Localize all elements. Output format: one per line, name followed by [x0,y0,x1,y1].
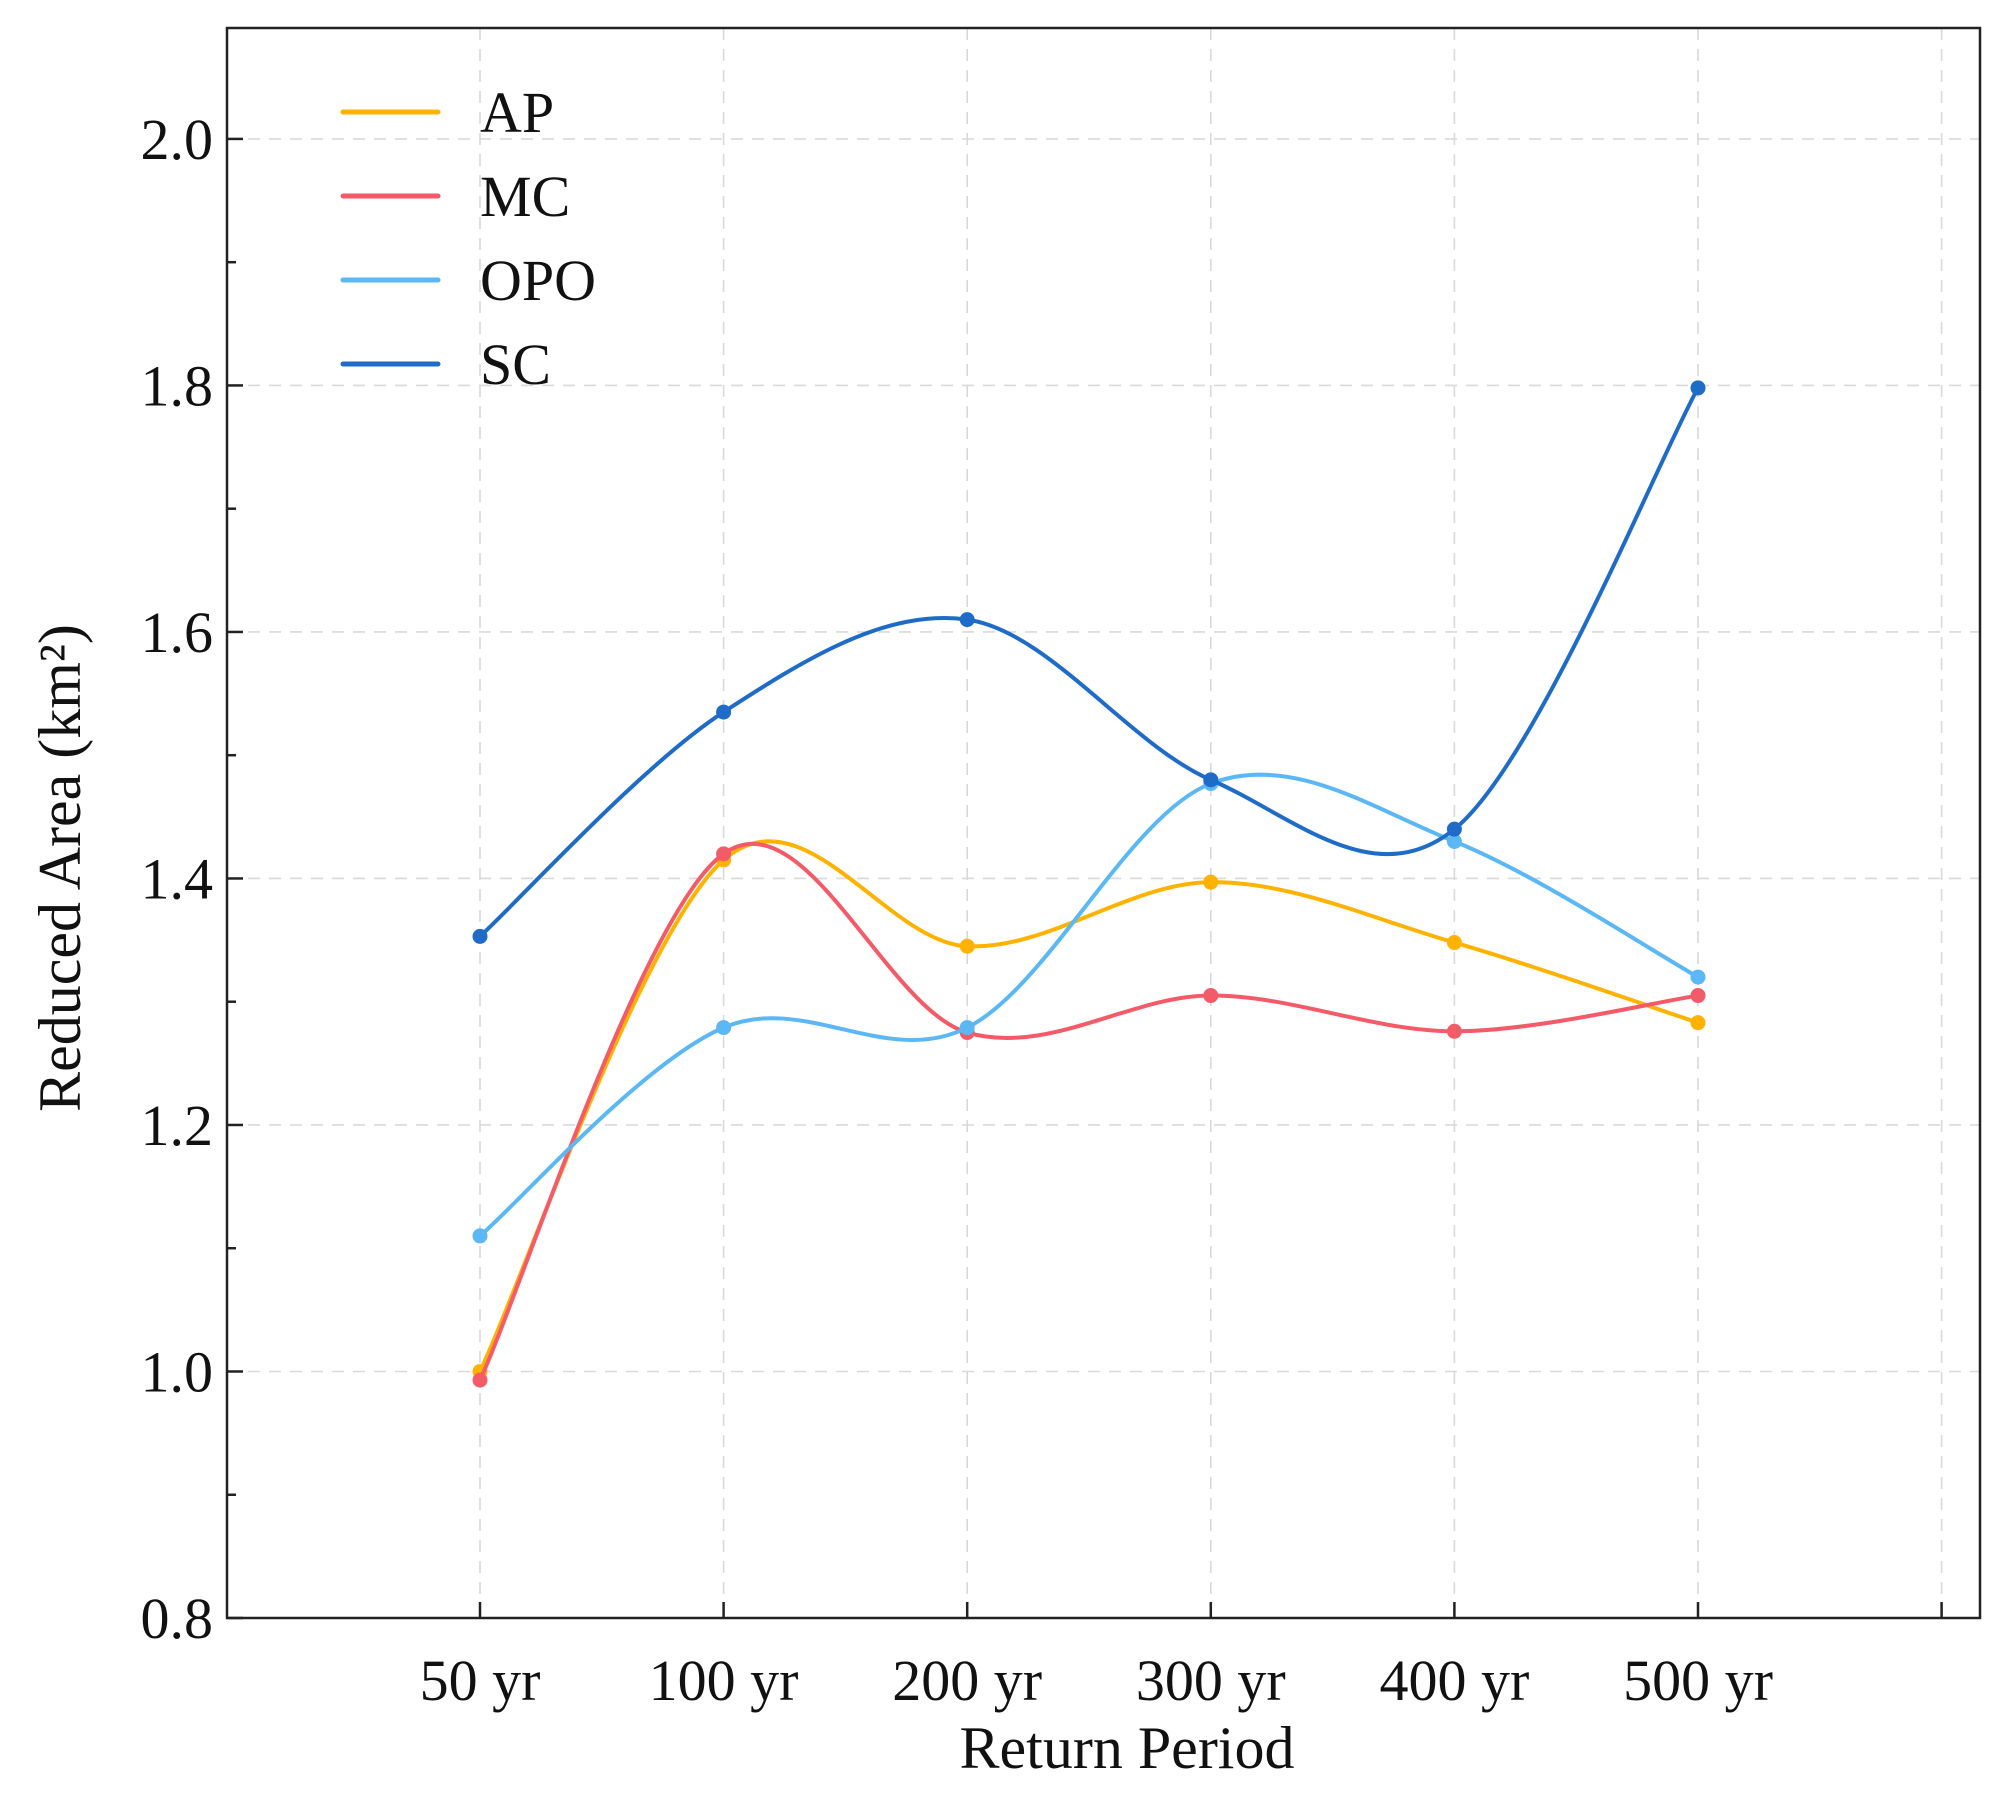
series-group [472,380,1706,1388]
x-tick-label: 100 yr [649,1648,799,1713]
legend-label-mc: MC [480,164,570,229]
data-point-sc [472,928,488,944]
data-point-ap [1446,935,1462,951]
legend: AP MC OPO SC [340,80,596,397]
legend-label-ap: AP [480,80,554,145]
x-tick-label: 500 yr [1623,1648,1773,1713]
data-point-sc [1690,380,1706,396]
y-axis-title: Reduced Area (km²) [27,624,93,1112]
data-point-opo [1690,969,1706,985]
data-point-sc [1446,821,1462,837]
series-opo [472,772,1706,1244]
data-point-ap [959,938,975,954]
x-tick-label: 200 yr [892,1648,1042,1713]
series-sc [472,380,1706,944]
data-point-sc [1203,772,1219,788]
series-ap [472,839,1706,1379]
series-line-mc [478,842,1700,1383]
series-line-sc [478,385,1700,939]
y-tick-label: 1.0 [141,1339,214,1404]
y-tick-label: 0.8 [141,1586,214,1651]
x-tick-label: 50 yr [420,1648,541,1713]
series-line-ap [478,839,1700,1374]
x-axis-title: Return Period [960,1715,1295,1781]
data-point-opo [959,1020,975,1036]
grid [227,28,1980,1618]
legend-label-sc: SC [480,332,551,397]
data-point-mc [472,1372,488,1388]
data-point-mc [1690,988,1706,1004]
data-point-ap [1203,874,1219,890]
x-tick-label: 300 yr [1136,1648,1286,1713]
y-tick-label: 1.2 [141,1093,214,1158]
data-point-mc [716,846,732,862]
data-point-mc [1446,1023,1462,1039]
series-line-opo [478,772,1700,1238]
axis-ticks: 0.8 1.0 1.2 1.4 1.6 1.8 2.0 50 yr 100 yr 200 yr 30… [141,107,1943,1713]
data-point-opo [716,1020,732,1036]
y-tick-label: 1.8 [141,353,214,418]
data-point-ap [1690,1015,1706,1031]
data-point-mc [1203,988,1219,1004]
data-point-sc [716,704,732,720]
y-tick-label: 2.0 [141,107,214,172]
legend-label-opo: OPO [480,248,596,313]
data-point-opo [1446,833,1462,849]
y-tick-label: 1.6 [141,600,214,665]
data-point-sc [959,612,975,628]
y-tick-label: 1.4 [141,846,214,911]
plot-frame [225,26,1982,1620]
series-mc [472,842,1706,1388]
x-tick-label: 400 yr [1379,1648,1529,1713]
data-point-opo [472,1228,488,1244]
